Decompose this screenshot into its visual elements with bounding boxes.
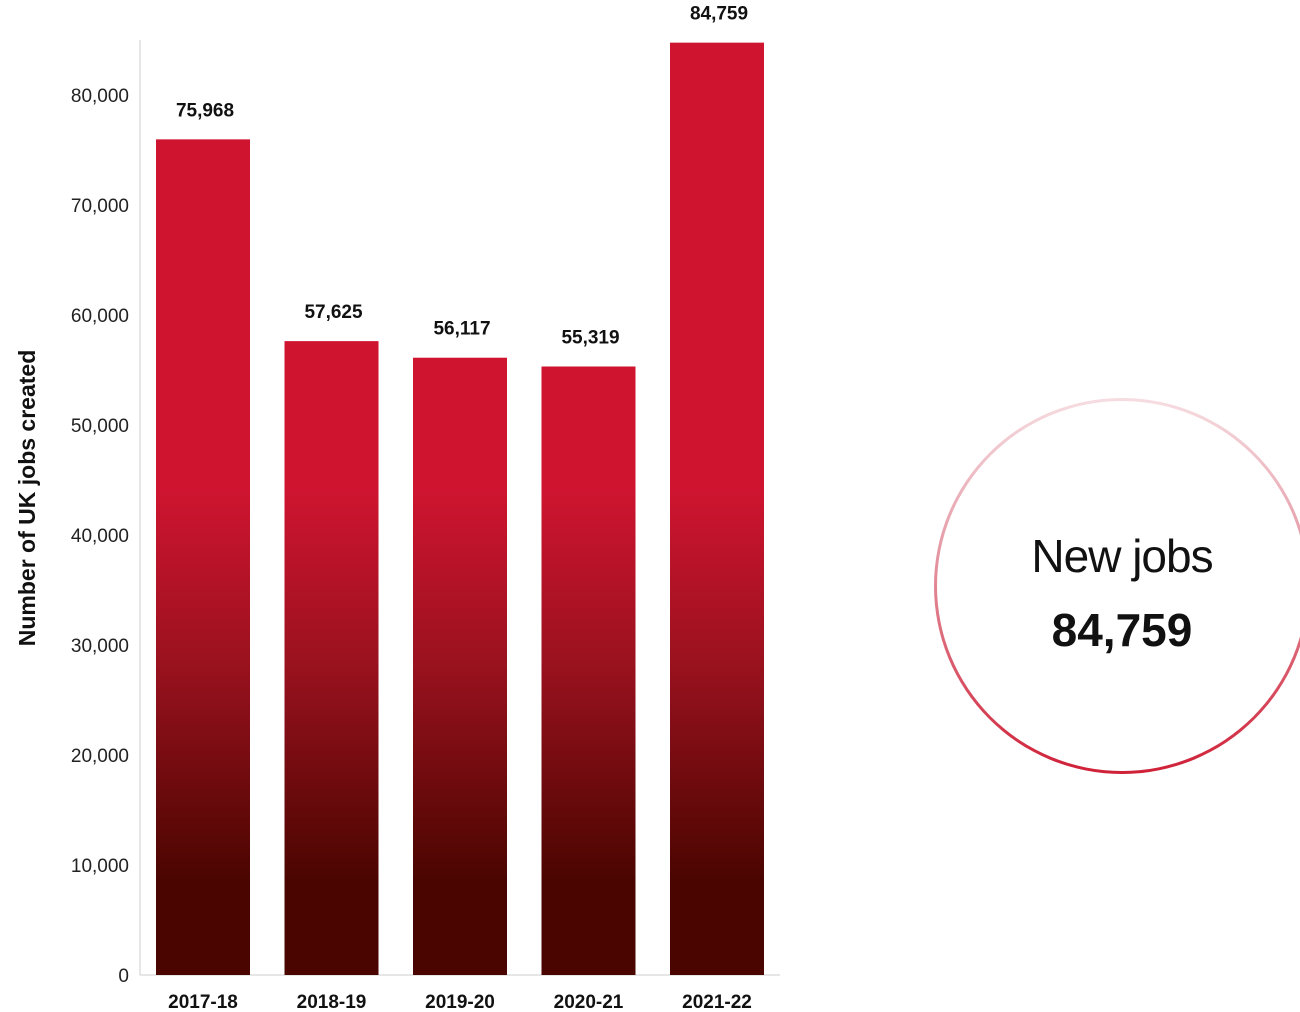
callout-label: New jobs [1031, 530, 1213, 582]
data-label-2019-20: 56,117 [433, 319, 490, 340]
bar-2021-22 [670, 42, 764, 975]
labels: 75,968 2017-18 57,625 2018-19 56,117 2019-20 5… [168, 4, 752, 1012]
y-tick-label: 60,000 [71, 306, 129, 327]
y-tick-label: 40,000 [71, 526, 129, 547]
y-tick-label: 30,000 [71, 636, 129, 657]
y-tick-label: 70,000 [71, 196, 129, 217]
data-label-2017-18: 75,968 [176, 100, 234, 121]
x-tick-label: 2017-18 [168, 992, 238, 1012]
bar-2018-19 [284, 341, 379, 975]
y-tick-label: 20,000 [71, 746, 129, 767]
data-label-2018-19: 57,625 [304, 302, 363, 323]
x-tick-label: 2018-19 [297, 992, 367, 1012]
axes: 0 10,000 20,000 30,000 40,000 50,000 60,000 70,… [71, 40, 780, 987]
bar-2020-21 [541, 366, 636, 976]
y-tick-label: 10,000 [71, 856, 129, 877]
bar-2019-20 [413, 357, 507, 975]
x-tick-label: 2021-22 [682, 992, 752, 1012]
x-tick-label: 2020-21 [554, 992, 624, 1012]
x-tick-label: 2019-20 [425, 992, 495, 1012]
callout-value: 84,759 [1051, 604, 1193, 656]
y-tick-label: 80,000 [71, 86, 129, 107]
y-axis-title: Number of UK jobs created [14, 350, 40, 647]
bars [156, 42, 764, 976]
bar-chart: 0 10,000 20,000 30,000 40,000 50,000 60,000 70,… [14, 4, 780, 1012]
new-jobs-callout: New jobs 84,759 [934, 398, 1300, 774]
y-tick-label: 50,000 [71, 416, 129, 437]
y-tick-label: 0 [118, 966, 129, 987]
data-label-2020-21: 55,319 [561, 327, 619, 348]
data-label-2021-22: 84,759 [690, 4, 748, 25]
bar-2017-18 [156, 139, 250, 976]
